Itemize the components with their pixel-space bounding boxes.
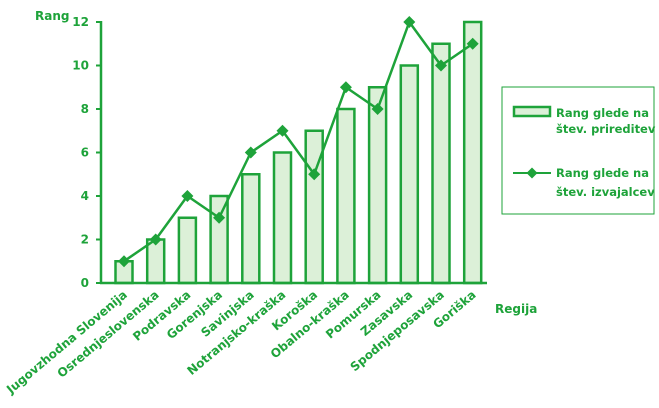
legend: Rang glede na štev. prireditev Rang gled…	[501, 86, 656, 215]
line-point	[181, 190, 194, 202]
line-series	[118, 16, 479, 268]
series-line	[123, 20, 474, 263]
legend-line-marker	[526, 167, 538, 179]
bar	[336, 107, 356, 285]
x-tick-label: Jugovzhodna Slovenija	[3, 288, 130, 398]
legend-bar-label-line1: Rang glede na	[556, 106, 649, 120]
bar	[462, 20, 483, 285]
bar	[272, 151, 293, 285]
y-tick-label: 2	[81, 233, 89, 247]
line-point	[244, 146, 257, 159]
y-tick-label: 6	[81, 146, 89, 160]
bar	[145, 238, 166, 285]
y-tick-label: 4	[81, 189, 89, 203]
y-tick-label: 10	[72, 59, 89, 73]
legend-line-label-line2: štev. izvajalcev	[556, 185, 655, 199]
bar	[241, 173, 261, 285]
legend-line-label: Rang glede na štev. izvajalcev	[556, 166, 655, 199]
legend-bar-label-line2: štev. prireditev	[556, 122, 656, 136]
bar	[399, 64, 420, 285]
line-point	[149, 233, 162, 246]
bar	[431, 42, 451, 285]
y-tick-label: 0	[81, 276, 89, 290]
line-point	[118, 255, 130, 268]
legend-bar-label: Rang glede na štev. prireditev	[556, 106, 656, 136]
line-point	[371, 103, 384, 115]
bar	[209, 194, 229, 285]
line-point	[403, 16, 416, 28]
y-axis-ticks: 0 2 4 6 8 10 12	[72, 15, 101, 290]
legend-bar-swatch	[512, 105, 552, 118]
line-point	[466, 37, 479, 50]
x-axis-ticks: Jugovzhodna SlovenijaOsrednjeslovenskaPo…	[3, 288, 478, 398]
y-tick-label: 8	[81, 102, 89, 116]
x-axis-label: Regija	[495, 302, 537, 316]
line-point	[339, 81, 352, 94]
y-axis-label: Rang	[35, 9, 69, 23]
bar	[304, 129, 324, 285]
line-point	[435, 59, 447, 72]
axes	[99, 21, 487, 285]
bar	[367, 86, 388, 285]
y-tick-label: 12	[72, 15, 89, 29]
line-point	[213, 211, 226, 224]
legend-line-label-line1: Rang glede na	[556, 166, 649, 180]
line-point	[308, 168, 321, 181]
bar	[177, 216, 198, 285]
line-point	[276, 124, 289, 137]
